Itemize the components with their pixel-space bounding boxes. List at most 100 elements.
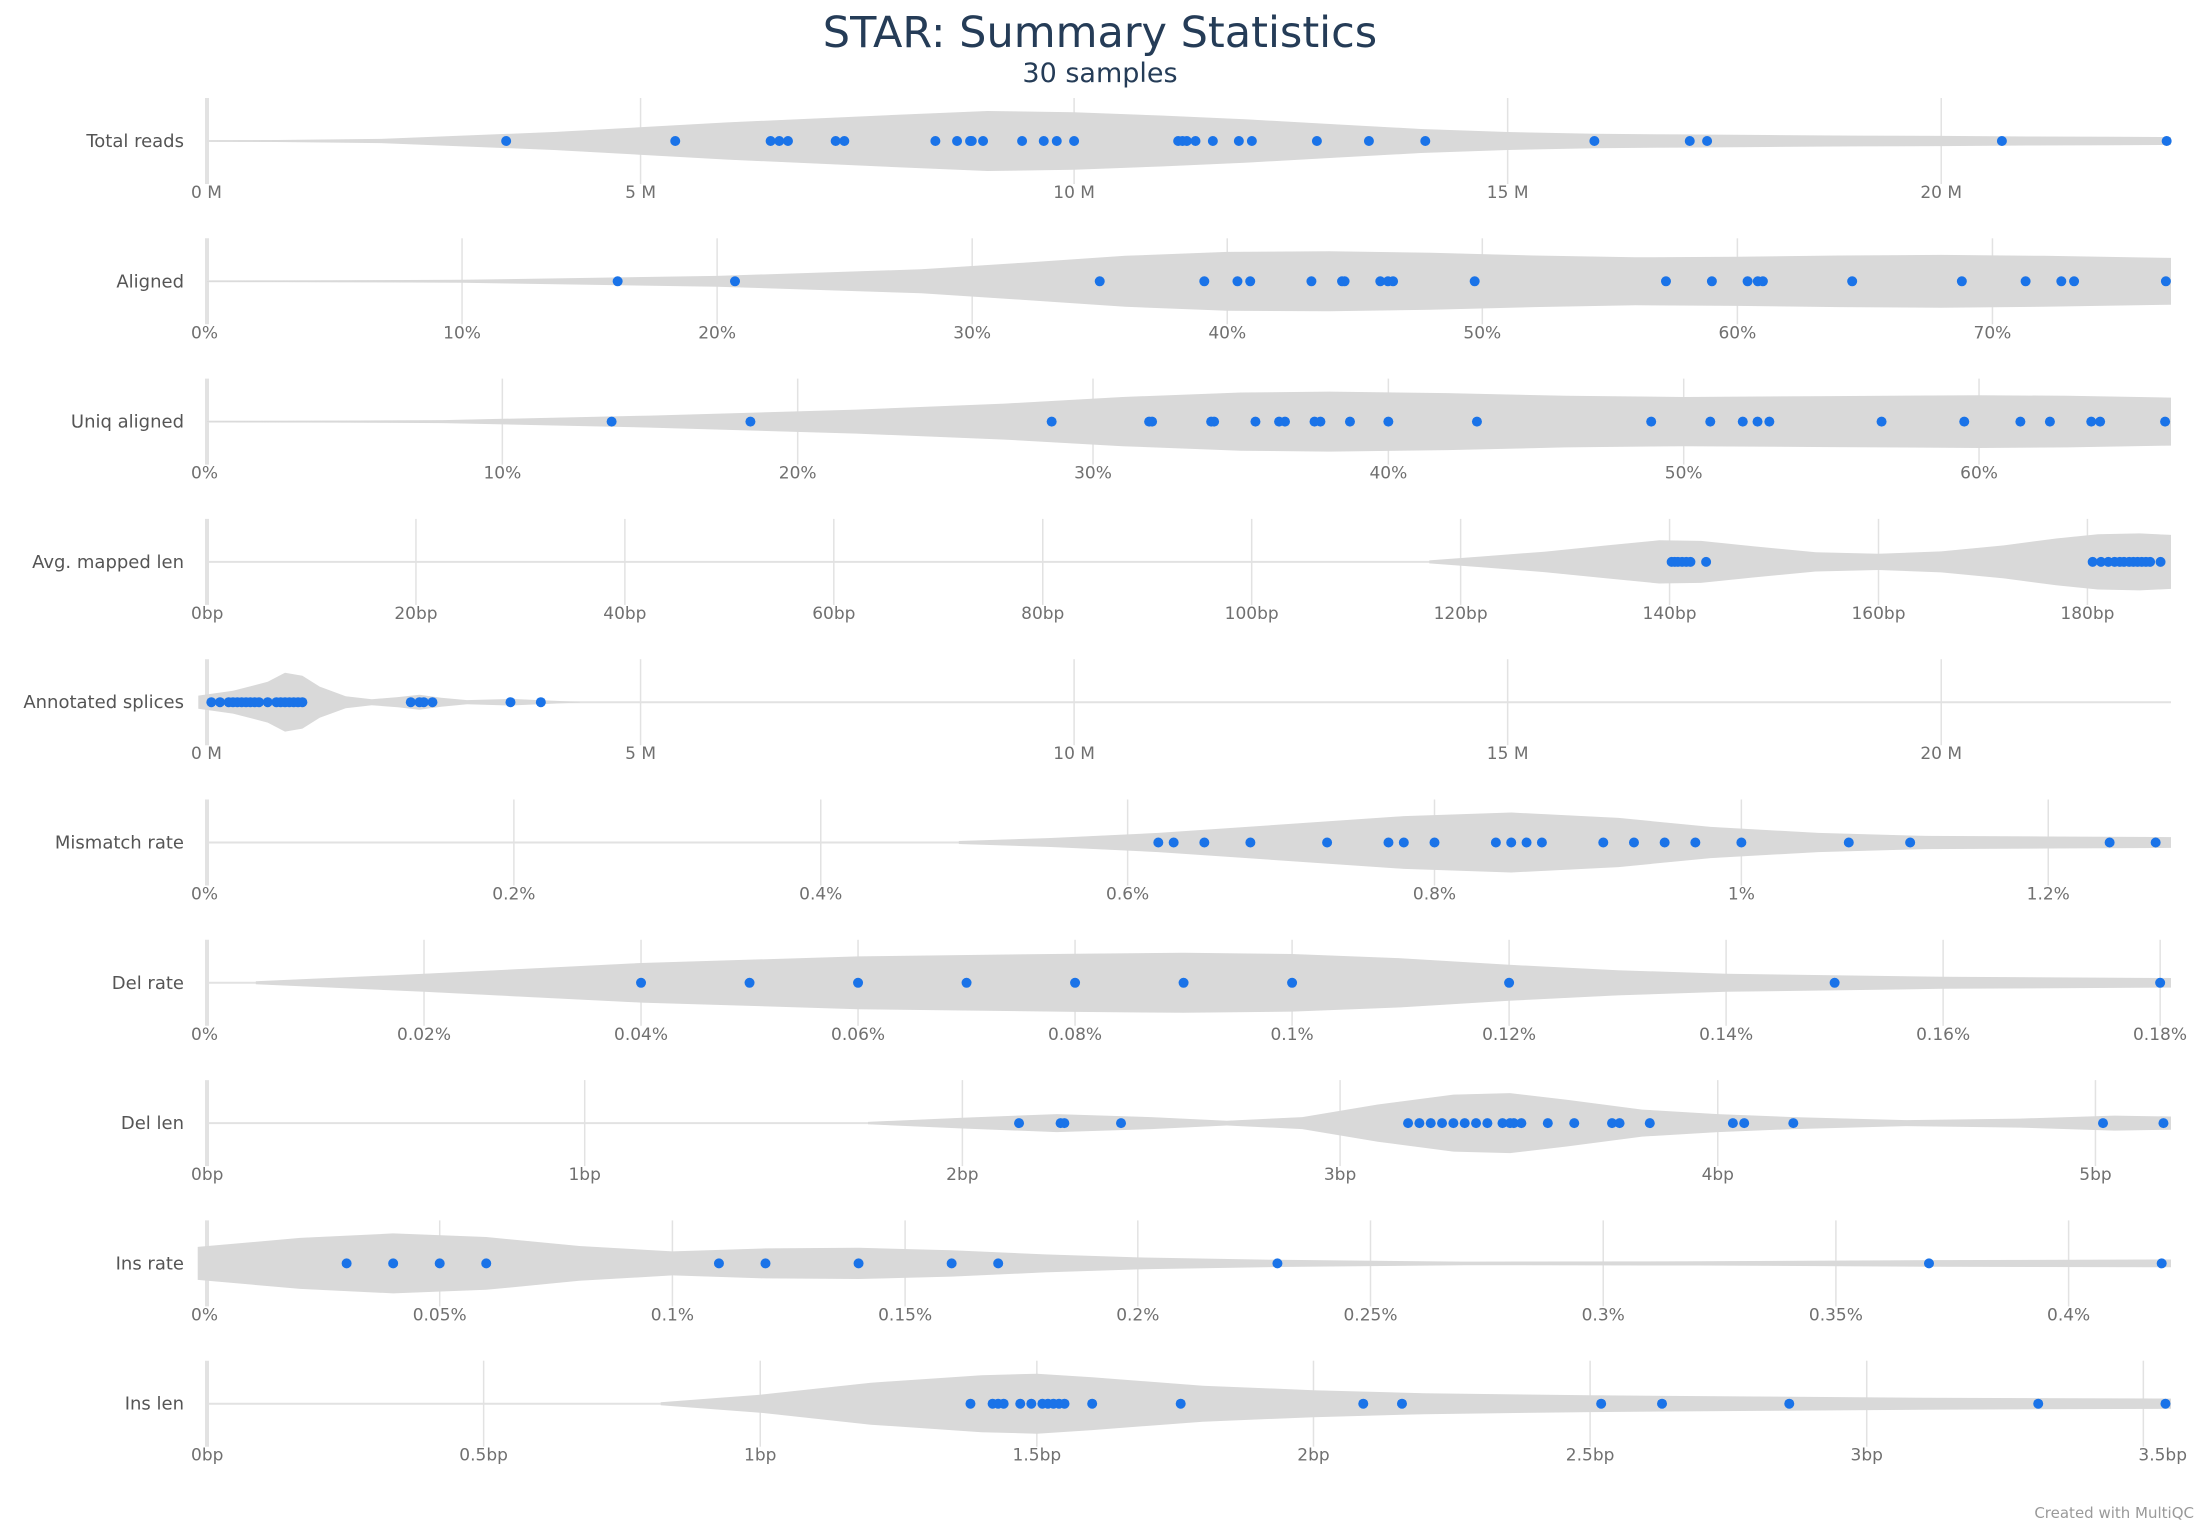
- data-point: [952, 136, 963, 146]
- data-point: [1178, 977, 1189, 988]
- data-point: [1542, 1118, 1553, 1129]
- data-point: [1784, 1398, 1795, 1409]
- tick-label: 1bp: [568, 1165, 600, 1185]
- data-point: [1702, 136, 1713, 146]
- violin-row: Ins rate 0% 0.05% 0.1% 0.15% 0.2% 0.25% 0.3% 0.3…: [116, 1220, 2172, 1325]
- data-point: [2150, 837, 2161, 848]
- data-point: [254, 697, 265, 708]
- data-point: [853, 1258, 864, 1269]
- data-point: [2056, 276, 2067, 287]
- data-point: [1959, 416, 1970, 427]
- tick-label: 0.35%: [1809, 1305, 1863, 1325]
- tick-label: 40%: [1369, 464, 1407, 484]
- tick-label: 50%: [1463, 323, 1501, 343]
- data-point: [1764, 416, 1775, 427]
- row-label: Total reads: [85, 131, 184, 152]
- data-point: [1482, 1118, 1493, 1129]
- data-point: [1996, 136, 2007, 146]
- data-point: [966, 136, 977, 146]
- tick-label: 60%: [1960, 464, 1998, 484]
- tick-label: 0bp: [191, 604, 223, 624]
- data-point: [2098, 1118, 2109, 1129]
- data-point: [1684, 136, 1695, 146]
- violin-row: Uniq aligned 0% 10% 20% 30% 40% 50% 60%: [71, 378, 2171, 484]
- data-point: [2086, 416, 2097, 427]
- tick-label: 0bp: [191, 1446, 223, 1466]
- tick-label: 0%: [191, 323, 218, 343]
- data-point: [1956, 276, 1967, 287]
- data-point: [2020, 276, 2031, 287]
- data-point: [612, 276, 623, 287]
- violin-shape: [1429, 533, 2171, 591]
- data-point: [1069, 136, 1080, 146]
- data-point: [427, 697, 438, 708]
- data-point: [853, 977, 864, 988]
- data-point: [1569, 1118, 1580, 1129]
- tick-label: 50%: [1665, 464, 1703, 484]
- tick-label: 0.16%: [1916, 1025, 1970, 1045]
- data-point: [1279, 416, 1290, 427]
- tick-label: 0bp: [191, 1165, 223, 1185]
- data-point: [1705, 416, 1716, 427]
- data-point: [1038, 136, 1049, 146]
- data-point: [1685, 556, 1696, 567]
- data-point: [1181, 136, 1192, 146]
- tick-label: 2.5bp: [1566, 1446, 1615, 1466]
- data-point: [1521, 837, 1532, 848]
- data-point: [1737, 416, 1748, 427]
- tick-label: 0.05%: [413, 1305, 467, 1325]
- data-point: [1646, 416, 1657, 427]
- tick-label: 0.04%: [614, 1025, 668, 1045]
- data-point: [1701, 556, 1712, 567]
- data-point: [1398, 837, 1409, 848]
- data-point: [297, 697, 308, 708]
- tick-label: 1.5bp: [1013, 1446, 1062, 1466]
- data-point: [418, 697, 429, 708]
- data-point: [1829, 977, 1840, 988]
- data-point: [636, 977, 647, 988]
- row-label: Aligned: [116, 271, 184, 292]
- data-point: [262, 697, 273, 708]
- row-label: Del len: [121, 1113, 184, 1134]
- data-point: [1147, 416, 1158, 427]
- tick-label: 20%: [698, 323, 736, 343]
- data-point: [2161, 136, 2172, 146]
- violin-shape: [660, 1373, 2172, 1434]
- tick-label: 40%: [1208, 323, 1246, 343]
- data-point: [1306, 276, 1317, 287]
- data-point: [1287, 977, 1298, 988]
- chart-title: STAR: Summary Statistics: [822, 8, 1378, 58]
- data-point: [1017, 136, 1028, 146]
- data-point: [1437, 1118, 1448, 1129]
- data-point: [1471, 416, 1482, 427]
- data-point: [1876, 416, 1887, 427]
- data-point: [1190, 136, 1201, 146]
- tick-label: 30%: [1074, 464, 1112, 484]
- data-point: [1383, 837, 1394, 848]
- data-point: [1272, 1258, 1283, 1269]
- data-point: [1199, 276, 1210, 287]
- tick-label: 0.14%: [1699, 1025, 1753, 1045]
- data-point: [1448, 1118, 1459, 1129]
- data-point: [1516, 1118, 1527, 1129]
- violin-shape: [207, 251, 2171, 312]
- data-point: [1245, 276, 1256, 287]
- data-point: [1070, 977, 1081, 988]
- tick-label: 2bp: [946, 1165, 978, 1185]
- data-point: [729, 276, 740, 287]
- data-point: [1168, 837, 1179, 848]
- row-label: Ins len: [125, 1394, 184, 1415]
- tick-label: 0.08%: [1048, 1025, 1102, 1045]
- data-point: [1690, 837, 1701, 848]
- tick-label: 40bp: [603, 604, 646, 624]
- violin-row: Annotated splices 0 M 5 M 10 M 15 M 20 M: [23, 659, 2171, 764]
- violin-row: Mismatch rate 0% 0.2% 0.4% 0.6% 0.8% 1% 1.2%: [55, 799, 2171, 905]
- data-point: [1504, 977, 1515, 988]
- tick-label: 60bp: [812, 604, 855, 624]
- data-point: [1644, 1118, 1655, 1129]
- data-point: [1087, 1398, 1098, 1409]
- data-point: [1739, 1118, 1750, 1129]
- data-point: [774, 136, 785, 146]
- violin-row: Total reads 0 M 5 M 10 M 15 M 20 M: [85, 98, 2172, 203]
- data-point: [1363, 136, 1374, 146]
